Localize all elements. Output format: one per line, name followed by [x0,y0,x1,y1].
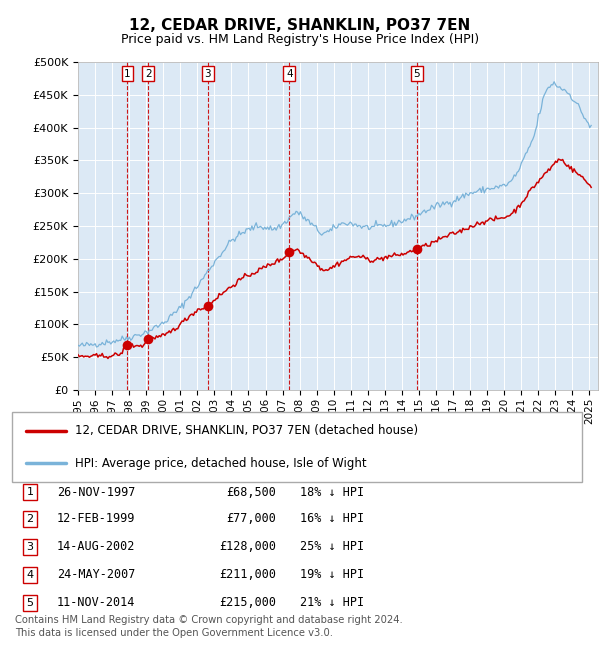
Text: 14-AUG-2002: 14-AUG-2002 [57,541,135,554]
Text: HPI: Average price, detached house, Isle of Wight: HPI: Average price, detached house, Isle… [75,456,367,469]
Text: 11-NOV-2014: 11-NOV-2014 [57,597,135,610]
Text: 25% ↓ HPI: 25% ↓ HPI [300,541,364,554]
Text: 4: 4 [26,570,34,580]
Text: Contains HM Land Registry data © Crown copyright and database right 2024.: Contains HM Land Registry data © Crown c… [15,616,403,625]
Text: 4: 4 [286,68,293,79]
Text: 1: 1 [124,68,131,79]
Text: £215,000: £215,000 [219,597,276,610]
Text: 5: 5 [26,598,34,608]
Text: 3: 3 [205,68,211,79]
Text: 1: 1 [26,487,34,497]
Text: This data is licensed under the Open Government Licence v3.0.: This data is licensed under the Open Gov… [15,629,333,638]
Text: 21% ↓ HPI: 21% ↓ HPI [300,597,364,610]
Text: £68,500: £68,500 [226,486,276,499]
Text: 18% ↓ HPI: 18% ↓ HPI [300,486,364,499]
Text: £211,000: £211,000 [219,569,276,582]
Text: 26-NOV-1997: 26-NOV-1997 [57,486,135,499]
Text: Price paid vs. HM Land Registry's House Price Index (HPI): Price paid vs. HM Land Registry's House … [121,32,479,46]
Text: 12, CEDAR DRIVE, SHANKLIN, PO37 7EN (detached house): 12, CEDAR DRIVE, SHANKLIN, PO37 7EN (det… [75,424,418,437]
Text: 3: 3 [26,542,34,552]
Text: 16% ↓ HPI: 16% ↓ HPI [300,512,364,525]
Text: 12, CEDAR DRIVE, SHANKLIN, PO37 7EN: 12, CEDAR DRIVE, SHANKLIN, PO37 7EN [130,18,470,33]
Text: 19% ↓ HPI: 19% ↓ HPI [300,569,364,582]
Text: 2: 2 [145,68,152,79]
Text: 24-MAY-2007: 24-MAY-2007 [57,569,135,582]
Text: £77,000: £77,000 [226,512,276,525]
Text: 12-FEB-1999: 12-FEB-1999 [57,512,135,525]
Text: 2: 2 [26,514,34,524]
Text: 5: 5 [413,68,420,79]
Text: £128,000: £128,000 [219,541,276,554]
